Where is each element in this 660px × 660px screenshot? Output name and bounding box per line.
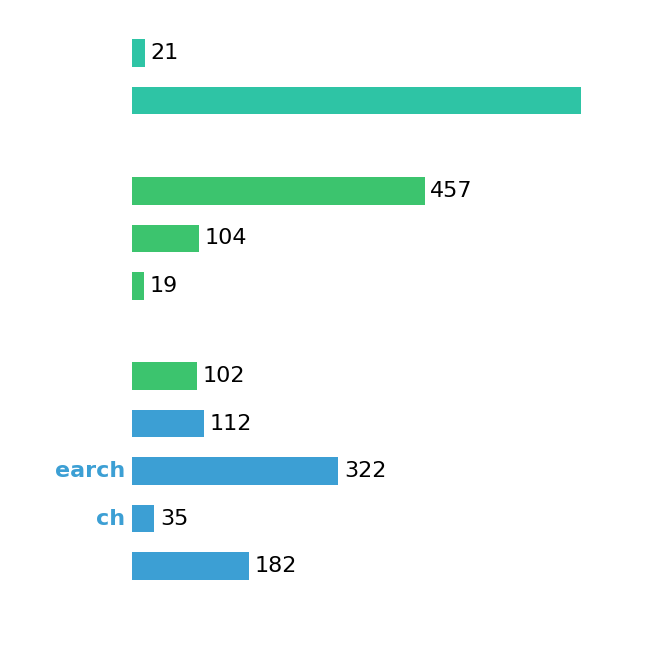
Text: 19: 19 (150, 276, 178, 296)
Text: 457: 457 (430, 181, 473, 201)
Bar (132, 505, 154, 533)
Text: 112: 112 (209, 414, 251, 434)
Text: 104: 104 (204, 228, 247, 248)
Text: 102: 102 (203, 366, 246, 386)
Text: 21: 21 (151, 43, 179, 63)
Text: ch: ch (96, 509, 125, 529)
Bar (132, 40, 145, 67)
Bar (132, 177, 425, 205)
Bar (132, 362, 197, 390)
Bar (132, 552, 249, 580)
Bar (132, 410, 204, 438)
Bar (132, 86, 660, 114)
Bar (132, 224, 199, 252)
Text: earch: earch (55, 461, 125, 481)
Text: 322: 322 (344, 461, 386, 481)
Text: 35: 35 (160, 509, 188, 529)
Bar (132, 272, 144, 300)
Text: 182: 182 (254, 556, 296, 576)
Bar (132, 457, 339, 485)
